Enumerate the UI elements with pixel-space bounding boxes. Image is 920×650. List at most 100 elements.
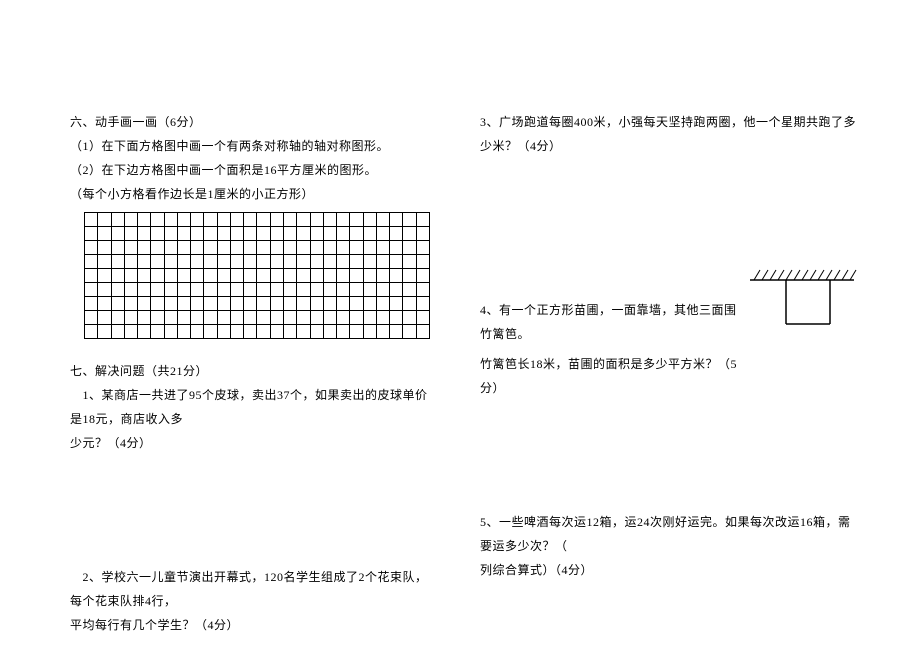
grid-cell (217, 297, 230, 311)
grid-cell (337, 241, 350, 255)
grid-cell (111, 297, 124, 311)
grid-cell (151, 213, 164, 227)
grid-cell (217, 213, 230, 227)
grid-cell (390, 311, 403, 325)
grid-cell (230, 283, 243, 297)
grid-cell (376, 311, 389, 325)
grid-cell (138, 255, 151, 269)
grid-cell (350, 297, 363, 311)
grid-cell (85, 297, 98, 311)
grid-cell (270, 213, 283, 227)
grid-cell (230, 325, 243, 339)
grid-cell (177, 255, 190, 269)
grid-cell (177, 241, 190, 255)
grid-cell (323, 255, 336, 269)
grid-cell (323, 297, 336, 311)
grid-cell (376, 325, 389, 339)
grid-cell (376, 227, 389, 241)
grid-cell (151, 325, 164, 339)
grid-cell (98, 255, 111, 269)
grid-cell (164, 269, 177, 283)
grid-cell (403, 241, 416, 255)
grid-cell (164, 227, 177, 241)
grid-cell (217, 325, 230, 339)
section-7-title: 七、解决问题（共21分） (70, 359, 430, 383)
wall-hatch (750, 270, 856, 280)
grid-table (84, 212, 430, 339)
grid-cell (350, 255, 363, 269)
q2-line1: 2、学校六一儿童节演出开幕式，120名学生组成了2个花束队，每个花束队排4行， (70, 565, 430, 613)
grid-cell (416, 255, 429, 269)
grid-cell (270, 241, 283, 255)
left-column: 六、动手画一画（6分） （1）在下面方格图中画一个有两条对称轴的轴对称图形。 （… (0, 0, 460, 650)
grid-cell (363, 255, 376, 269)
grid-cell (230, 213, 243, 227)
grid-cell (151, 297, 164, 311)
grid-cell (283, 227, 296, 241)
grid-cell (390, 325, 403, 339)
grid-cell (164, 325, 177, 339)
grid-cell (297, 325, 310, 339)
grid-cell (204, 297, 217, 311)
grid-cell (283, 311, 296, 325)
grid-cell (350, 283, 363, 297)
q5-block: 5、一些啤酒每次运12箱，运24次刚好运完。如果每次改运16箱，需要运多少次？（… (480, 510, 860, 582)
grid-cell (124, 311, 137, 325)
grid-cell (416, 297, 429, 311)
grid-cell (270, 325, 283, 339)
grid-cell (230, 241, 243, 255)
grid-cell (244, 241, 257, 255)
grid-cell (164, 255, 177, 269)
grid-cell (403, 311, 416, 325)
grid-cell (217, 269, 230, 283)
grid-cell (297, 283, 310, 297)
grid-cell (310, 255, 323, 269)
grid-cell (244, 311, 257, 325)
grid-cell (390, 297, 403, 311)
grid-cell (337, 227, 350, 241)
grid-cell (164, 311, 177, 325)
grid-cell (403, 325, 416, 339)
grid-cell (297, 311, 310, 325)
grid-cell (270, 297, 283, 311)
grid-cell (98, 213, 111, 227)
grid-cell (283, 325, 296, 339)
grid-cell (403, 269, 416, 283)
grid-cell (376, 283, 389, 297)
grid-cell (191, 297, 204, 311)
grid-cell (270, 255, 283, 269)
grid-cell (363, 269, 376, 283)
grid-cell (337, 255, 350, 269)
grid-cell (138, 213, 151, 227)
grid-cell (323, 269, 336, 283)
grid-cell (376, 255, 389, 269)
grid-cell (363, 241, 376, 255)
grid-cell (337, 325, 350, 339)
grid-cell (297, 255, 310, 269)
grid-cell (244, 325, 257, 339)
grid-cell (191, 241, 204, 255)
fence-square (786, 280, 830, 324)
grid-cell (111, 283, 124, 297)
grid-cell (323, 227, 336, 241)
grid-cell (98, 283, 111, 297)
grid-cell (217, 311, 230, 325)
grid-cell (85, 241, 98, 255)
grid-cell (138, 269, 151, 283)
q1-line2: 少元？（4分） (70, 431, 430, 455)
grid-cell (98, 227, 111, 241)
grid-cell (337, 283, 350, 297)
grid-cell (363, 283, 376, 297)
q1-line1: 1、某商店一共进了95个皮球，卖出37个，如果卖出的皮球单价是18元，商店收入多 (70, 383, 430, 431)
grid-cell (270, 227, 283, 241)
grid-cell (217, 283, 230, 297)
grid-cell (191, 311, 204, 325)
grid-cell (416, 325, 429, 339)
grid-cell (177, 227, 190, 241)
grid-cell (98, 311, 111, 325)
grid-cell (85, 255, 98, 269)
grid-cell (403, 255, 416, 269)
grid-cell (177, 213, 190, 227)
grid-cell (310, 269, 323, 283)
grid-cell (337, 269, 350, 283)
